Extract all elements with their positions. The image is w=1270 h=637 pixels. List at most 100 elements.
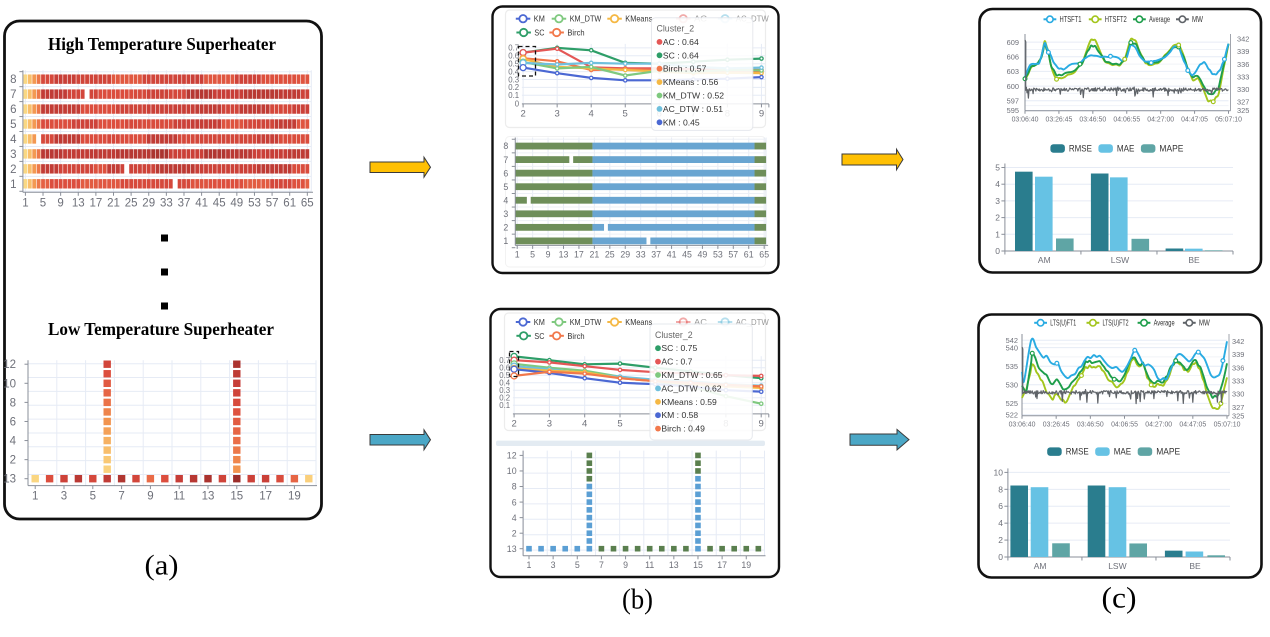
svg-text:19: 19 [741, 560, 751, 570]
svg-text:3: 3 [503, 209, 508, 219]
svg-text:600: 600 [1007, 82, 1019, 91]
svg-text:03:06:40: 03:06:40 [1009, 421, 1036, 428]
svg-text:327: 327 [1232, 403, 1244, 412]
svg-text:HTSFT1: HTSFT1 [1060, 15, 1082, 24]
svg-text:2: 2 [520, 108, 525, 119]
svg-text:522: 522 [1006, 410, 1018, 419]
svg-text:33: 33 [160, 197, 173, 209]
svg-text:Cluster_2: Cluster_2 [657, 24, 695, 34]
svg-text:0: 0 [515, 100, 520, 109]
svg-text:Average: Average [1154, 319, 1175, 328]
svg-text:3: 3 [995, 196, 1000, 206]
svg-text:HTSFT2: HTSFT2 [1105, 15, 1127, 24]
svg-text:3: 3 [61, 491, 67, 503]
svg-text:Cluster_2: Cluster_2 [655, 330, 693, 340]
svg-text:327: 327 [1237, 97, 1249, 106]
svg-text:1: 1 [503, 236, 508, 246]
svg-text:333: 333 [1232, 377, 1244, 386]
svg-text:SC : 0.75: SC : 0.75 [661, 343, 697, 353]
svg-text:AC : 0.7: AC : 0.7 [661, 357, 692, 367]
svg-text:4: 4 [995, 179, 1000, 189]
svg-text:KMeans: KMeans [625, 14, 652, 24]
svg-text:13: 13 [3, 474, 16, 486]
svg-text:03:06:40: 03:06:40 [1012, 116, 1039, 123]
svg-text:330: 330 [1232, 390, 1244, 399]
svg-text:525: 525 [1006, 399, 1018, 408]
svg-text:333: 333 [1237, 72, 1249, 81]
svg-text:25: 25 [125, 197, 138, 209]
svg-text:5: 5 [40, 197, 46, 209]
svg-text:2: 2 [998, 535, 1003, 545]
svg-text:0: 0 [995, 246, 1000, 256]
svg-text:9: 9 [623, 560, 628, 570]
svg-text:RMSE: RMSE [1066, 447, 1089, 457]
svg-text:High Temperature Superheater: High Temperature Superheater [48, 34, 276, 54]
svg-text:0.3: 0.3 [499, 386, 510, 395]
svg-text:609: 609 [1007, 38, 1019, 47]
svg-text:530: 530 [1006, 381, 1018, 390]
svg-text:606: 606 [1007, 53, 1019, 62]
svg-text:KMeans : 0.56: KMeans : 0.56 [663, 77, 719, 87]
svg-text:11: 11 [645, 560, 654, 570]
svg-text:(b): (b) [622, 584, 653, 616]
svg-text:19: 19 [288, 491, 301, 503]
svg-text:61: 61 [744, 249, 754, 259]
svg-text:2: 2 [10, 455, 16, 467]
svg-text:330: 330 [1237, 85, 1249, 94]
svg-text:04:27:00: 04:27:00 [1147, 116, 1174, 123]
svg-text:325: 325 [1237, 106, 1249, 115]
svg-text:597: 597 [1007, 96, 1019, 105]
svg-text:4: 4 [589, 108, 594, 119]
svg-text:03:26:45: 03:26:45 [1043, 421, 1070, 428]
svg-text:MAPE: MAPE [1156, 447, 1180, 457]
svg-text:7: 7 [599, 560, 604, 570]
svg-text:342: 342 [1237, 35, 1249, 44]
svg-text:MAE: MAE [1117, 144, 1135, 154]
svg-text:KM_DTW: KM_DTW [570, 14, 602, 24]
svg-text:1: 1 [22, 197, 28, 209]
svg-text:MAPE: MAPE [1159, 144, 1183, 154]
svg-text:MW: MW [1192, 15, 1203, 24]
svg-text:2: 2 [10, 164, 16, 176]
svg-text:0.1: 0.1 [508, 91, 519, 100]
svg-text:6: 6 [10, 104, 16, 116]
svg-text:04:27:00: 04:27:00 [1145, 421, 1172, 428]
svg-text:13: 13 [507, 544, 517, 554]
svg-text:41: 41 [667, 249, 677, 259]
svg-text:KM : 0.58: KM : 0.58 [661, 410, 698, 420]
svg-text:535: 535 [1006, 362, 1018, 371]
svg-text:17: 17 [717, 560, 727, 570]
svg-text:5: 5 [995, 163, 1000, 173]
svg-text:37: 37 [178, 197, 191, 209]
svg-text:325: 325 [1232, 412, 1244, 421]
svg-text:0.2: 0.2 [508, 83, 519, 92]
svg-text:BE: BE [1189, 561, 1201, 571]
svg-text:7: 7 [503, 155, 508, 165]
svg-text:2: 2 [512, 528, 517, 538]
svg-text:KM: KM [534, 317, 545, 327]
svg-text:LSW: LSW [1111, 255, 1129, 265]
svg-text:13: 13 [669, 560, 679, 570]
svg-text:21: 21 [107, 197, 120, 209]
svg-text:49: 49 [230, 197, 243, 209]
svg-text:1: 1 [10, 179, 16, 191]
svg-text:8: 8 [998, 484, 1003, 494]
svg-text:7: 7 [10, 89, 16, 101]
svg-text:342: 342 [1232, 337, 1244, 346]
svg-text:4: 4 [998, 518, 1003, 528]
svg-text:05:07:10: 05:07:10 [1215, 116, 1242, 123]
svg-text:SC: SC [534, 28, 544, 38]
svg-text:1: 1 [527, 560, 532, 570]
svg-text:17: 17 [259, 491, 272, 503]
svg-text:57: 57 [728, 249, 738, 259]
svg-text:0.1: 0.1 [499, 401, 510, 410]
svg-text:AC : 0.64: AC : 0.64 [663, 37, 699, 47]
svg-text:LTS(U)FT1: LTS(U)FT1 [1050, 319, 1076, 328]
svg-text:53: 53 [713, 249, 723, 259]
svg-text:0.2: 0.2 [499, 394, 510, 403]
svg-text:65: 65 [301, 197, 314, 209]
svg-text:3: 3 [547, 418, 552, 429]
svg-text:25: 25 [605, 249, 615, 259]
svg-text:9: 9 [759, 418, 764, 429]
svg-text:(c): (c) [1102, 582, 1137, 615]
